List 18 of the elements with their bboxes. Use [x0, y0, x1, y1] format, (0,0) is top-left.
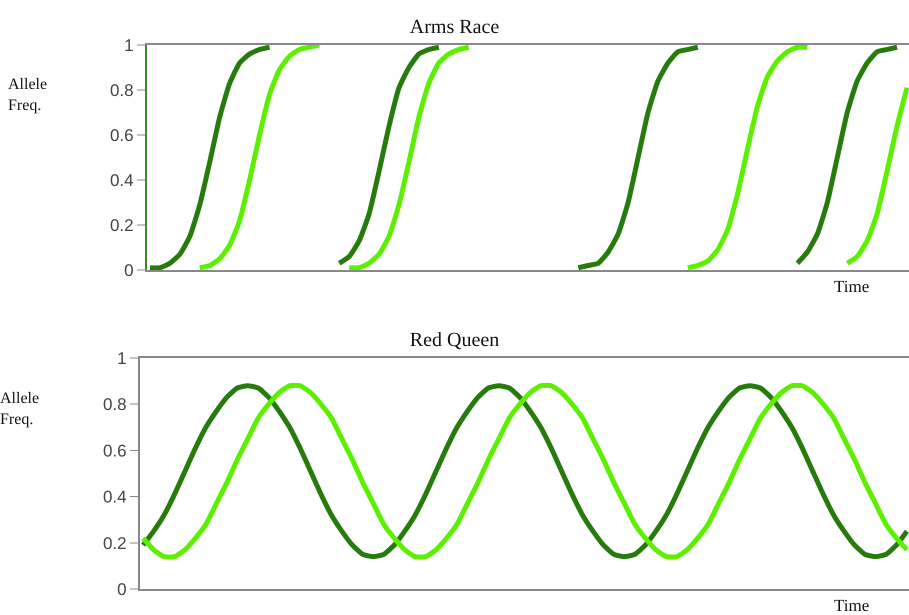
y-tick-label: 0.8 — [110, 80, 134, 100]
y-tick-label: 0.6 — [110, 126, 134, 145]
x-axis-title: Time — [834, 277, 870, 296]
x-axis-title: Time — [834, 596, 870, 615]
y-tick-label: 0 — [124, 260, 134, 280]
y-tick-label: 1 — [124, 36, 134, 55]
y-tick-label: 0.2 — [102, 534, 127, 553]
y-tick-label: 0.2 — [110, 216, 134, 235]
y-tick-label: 1 — [117, 348, 127, 368]
y-tick-label: 0.8 — [102, 395, 127, 414]
y-tick-label: 0.4 — [110, 170, 134, 190]
y-axis-title: Allele Freq. — [0, 390, 40, 428]
y-axis-title: Allele Freq. — [8, 76, 48, 114]
y-tick-label: 0 — [117, 580, 127, 599]
y-tick-label: 0.6 — [102, 441, 127, 460]
y-tick-label: 0.4 — [102, 488, 127, 507]
chart-title: Arms Race — [410, 16, 500, 38]
chart-title: Red Queen — [410, 329, 500, 351]
